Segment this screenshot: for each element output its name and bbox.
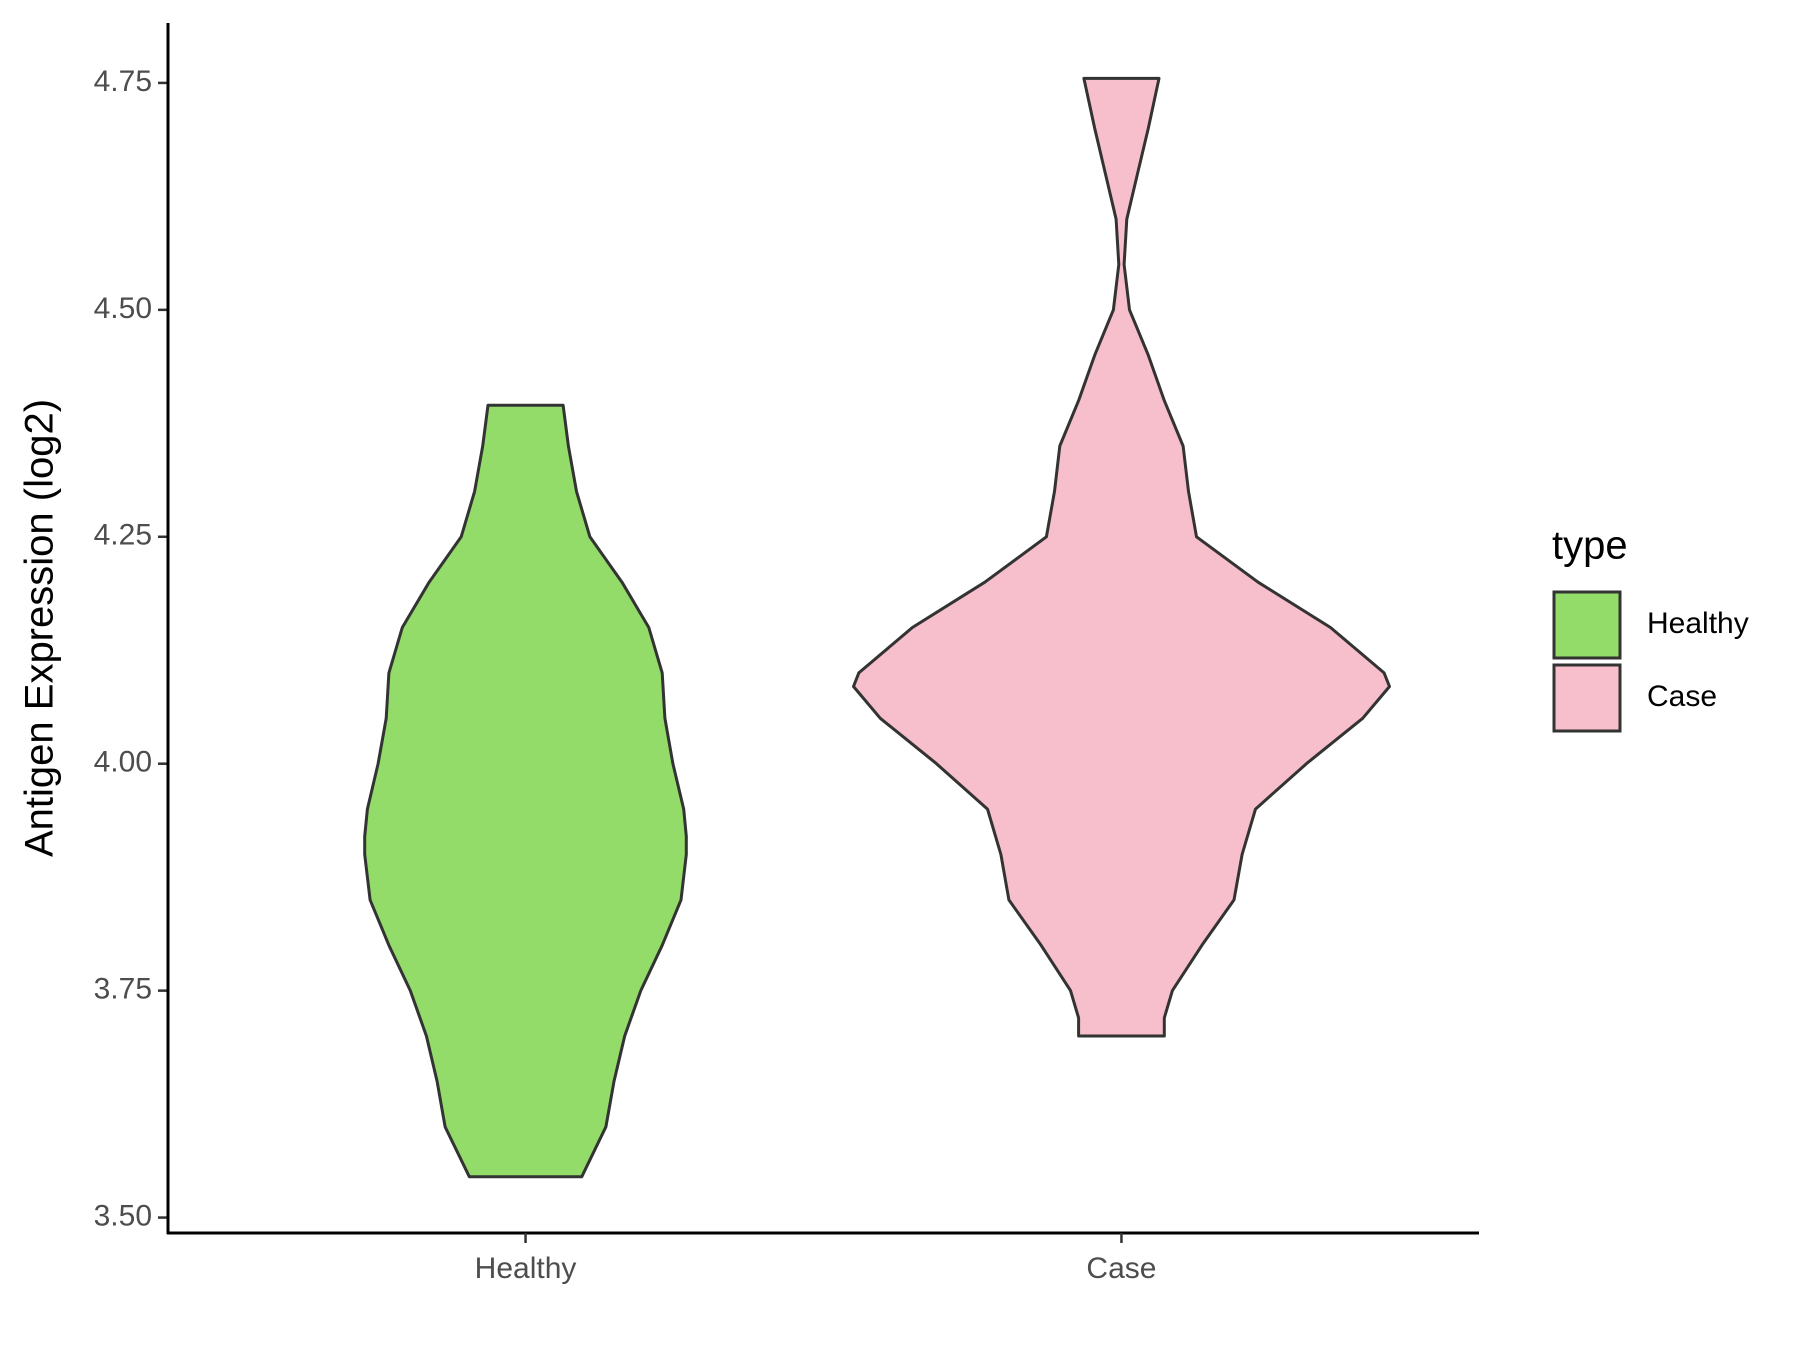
x-tick-label: Case	[1086, 1252, 1156, 1285]
x-tick-label: Healthy	[475, 1252, 577, 1285]
y-tick-label: 4.25	[94, 519, 152, 552]
y-tick-label: 4.00	[94, 746, 152, 779]
legend-key	[1552, 663, 1622, 733]
violin	[363, 403, 688, 1179]
violin	[852, 76, 1391, 1038]
y-tick-label: 3.75	[94, 973, 152, 1006]
legend-label: Case	[1647, 680, 1717, 713]
legend-title: type	[1552, 524, 1628, 568]
y-axis-title: Antigen Expression (log2)	[18, 399, 62, 857]
y-tick-label: 3.50	[94, 1199, 152, 1232]
legend-label: Healthy	[1647, 607, 1749, 640]
legend-key	[1552, 590, 1622, 660]
y-tick-label: 4.75	[94, 65, 152, 98]
y-tick-label: 4.50	[94, 292, 152, 325]
